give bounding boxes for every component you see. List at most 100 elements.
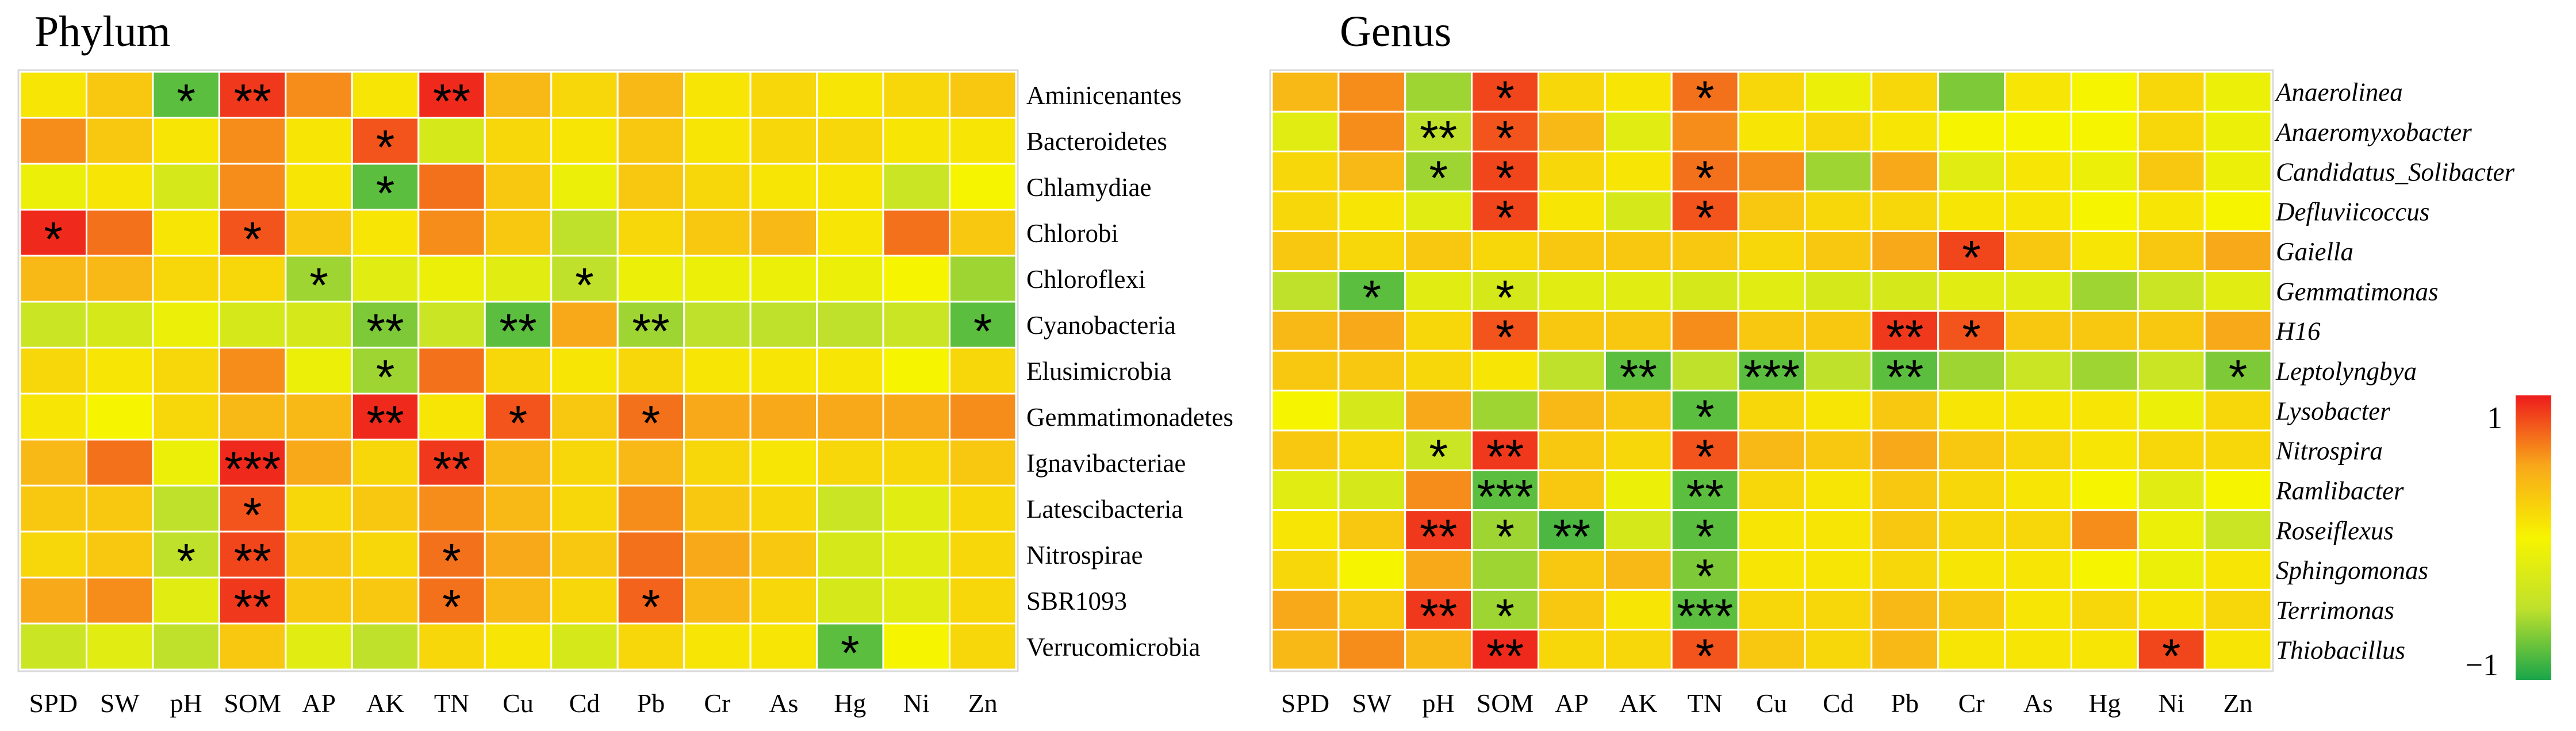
- phylum-column-label: AK: [366, 688, 404, 718]
- genus-cell: [1537, 230, 1606, 272]
- phylum-row-label: Verrucomicrobia: [1026, 633, 1200, 661]
- genus-row-label: Gaiella: [2276, 237, 2353, 266]
- phylum-cell: [351, 163, 420, 211]
- genus-cell: [1804, 349, 1873, 392]
- genus-cell: [2203, 230, 2272, 272]
- phylum-significance-mark: *: [44, 212, 63, 266]
- phylum-cell: [417, 393, 486, 441]
- genus-cell: [1737, 230, 1806, 272]
- phylum-cell: [152, 438, 220, 487]
- genus-cell: [2137, 390, 2206, 432]
- genus-significance-mark: **: [1486, 629, 1524, 683]
- genus-cell: [1404, 509, 1473, 551]
- phylum-cell: [19, 209, 87, 257]
- phylum-frame: [17, 69, 1019, 672]
- phylum-cell: [683, 393, 752, 441]
- phylum-significance-mark: **: [433, 74, 470, 128]
- genus-cell: [1271, 190, 1340, 232]
- phylum-cell: [351, 438, 420, 487]
- genus-cell: [1670, 270, 1739, 312]
- genus-cell: [1271, 349, 1340, 392]
- phylum-cell: [285, 622, 353, 671]
- genus-cell: [1271, 71, 1340, 113]
- genus-cell: [1271, 429, 1340, 471]
- genus-cell: [2070, 629, 2139, 671]
- genus-column-label: SW: [1352, 688, 1392, 718]
- phylum-cell: [550, 393, 619, 441]
- phylum-significance-mark: **: [233, 534, 271, 588]
- genus-cell: [1404, 110, 1473, 153]
- genus-significance-mark: *: [1696, 549, 1715, 603]
- genus-cell: [2004, 270, 2072, 312]
- genus-cell: [1937, 270, 2006, 312]
- phylum-cell: [550, 117, 619, 165]
- phylum-cell: [218, 576, 287, 625]
- genus-column-label: Ni: [2158, 688, 2184, 718]
- genus-cell: [1271, 230, 1340, 272]
- phylum-significance-mark: **: [366, 396, 404, 450]
- genus-row-label: Gemmatimonas: [2276, 277, 2438, 306]
- phylum-cell: [949, 209, 1017, 257]
- genus-significance-mark: *: [1496, 310, 1515, 364]
- phylum-cell: [19, 71, 87, 119]
- genus-row-labels: Anaerolinea Anaeromyxobacter Candidatus_So…: [2274, 78, 2514, 665]
- genus-cell: [1337, 310, 1406, 352]
- legend-min-label: −1: [2466, 648, 2498, 682]
- genus-cell: [1271, 629, 1340, 671]
- phylum-cell: [85, 301, 154, 349]
- phylum-cell: [683, 438, 752, 487]
- phylum-cell: [882, 393, 951, 441]
- phylum-cell: [550, 71, 619, 119]
- phylum-column-label: Ni: [903, 688, 930, 718]
- genus-cell: [1471, 349, 1539, 392]
- genus-cell: [1737, 151, 1806, 193]
- phylum-cell: [351, 209, 420, 257]
- phylum-cell: [882, 117, 951, 165]
- phylum-cell: [417, 622, 486, 671]
- phylum-cell: [484, 117, 553, 165]
- phylum-significance-mark: *: [243, 212, 262, 266]
- genus-significance-mark: *: [1696, 71, 1715, 125]
- phylum-cell: [218, 347, 287, 395]
- genus-significance-mark: **: [1420, 589, 1457, 643]
- genus-cell: [1870, 349, 1939, 392]
- phylum-cell: [749, 622, 818, 671]
- phylum-cell: [152, 622, 220, 671]
- genus-cell: [2137, 190, 2206, 232]
- phylum-column-label: AP: [302, 688, 336, 718]
- genus-cell: [1804, 310, 1873, 352]
- genus-cell: [1337, 71, 1406, 113]
- phylum-cell: [550, 209, 619, 257]
- phylum-cell: [85, 438, 154, 487]
- phylum-cell: [85, 622, 154, 671]
- phylum-cell: [749, 530, 818, 579]
- genus-significance-mark: *: [1429, 151, 1448, 205]
- phylum-cell: [882, 255, 951, 303]
- phylum-significance-mark: *: [642, 580, 661, 634]
- genus-cell: [1604, 151, 1673, 193]
- genus-cell: [2203, 270, 2272, 312]
- phylum-cell: [882, 163, 951, 211]
- genus-cell: [1804, 190, 1873, 232]
- phylum-significance-mark: **: [366, 304, 404, 358]
- phylum-cell: [616, 163, 685, 211]
- genus-cell: [2203, 588, 2272, 631]
- genus-cell: [2137, 509, 2206, 551]
- genus-cell: [1337, 469, 1406, 511]
- phylum-significance-mark: **: [233, 580, 271, 634]
- genus-cell: [1404, 310, 1473, 352]
- genus-cell: [1804, 71, 1873, 113]
- genus-column-label: AK: [1619, 688, 1657, 718]
- genus-cell: [1670, 151, 1739, 193]
- genus-cell: [1271, 310, 1340, 352]
- phylum-cell: [417, 209, 486, 257]
- phylum-cell: [85, 484, 154, 533]
- genus-row-label: Roseiflexus: [2275, 516, 2394, 545]
- genus-cell: [1271, 509, 1340, 551]
- phylum-column-label: Cu: [503, 688, 534, 718]
- genus-cell: [2070, 270, 2139, 312]
- phylum-cell: [683, 347, 752, 395]
- genus-cell: [1737, 310, 1806, 352]
- genus-significance-mark: *: [2162, 629, 2181, 683]
- phylum-cell: [749, 576, 818, 625]
